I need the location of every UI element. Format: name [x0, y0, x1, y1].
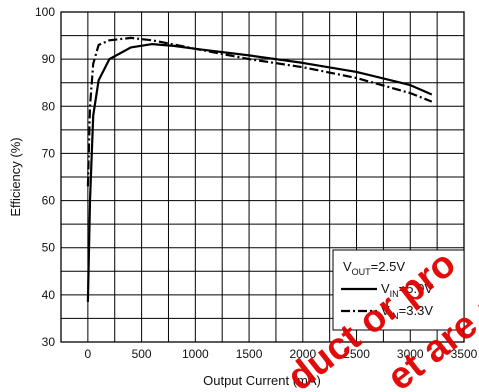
series-line-vin-5v: [86, 43, 433, 302]
x-tick-label: 2000: [289, 347, 316, 361]
legend-label-vin-5v-sub: IN: [390, 289, 399, 299]
y-tick-label: 90: [42, 52, 56, 66]
legend-header-main: V: [343, 259, 352, 274]
legend-label-vin-5v-main: V: [381, 281, 390, 296]
legend-label-vin-5v-rest: =5.0V: [399, 281, 434, 296]
x-tick-label: 1500: [236, 347, 263, 361]
tick-labels: 0 500 1000 1500 2000 2500 3000 3500 30 40 50 60 70 80…: [35, 5, 478, 361]
legend-header-rest: =2.5V: [371, 259, 406, 274]
legend-label-vin-3v3-main: V: [381, 303, 390, 318]
series-line-vin-3v3: [86, 36, 433, 187]
y-tick-label: 60: [42, 194, 56, 208]
legend: VOUT=2.5V VIN=5.0V VIN=3.3V: [332, 249, 465, 331]
y-tick-label: 70: [42, 146, 56, 160]
legend-header-sub: OUT: [352, 267, 372, 277]
legend-header: VOUT=2.5V: [343, 259, 405, 277]
legend-label-vin-3v3: VIN=3.3V: [381, 303, 433, 321]
x-tick-label: 2500: [343, 347, 370, 361]
y-tick-label: 50: [42, 241, 56, 255]
legend-label-vin-3v3-sub: IN: [390, 311, 399, 321]
y-tick-label: 40: [42, 288, 56, 302]
y-axis-title: Efficiency (%): [8, 137, 23, 216]
x-tick-label: 500: [132, 347, 152, 361]
y-tick-label: 80: [42, 99, 56, 113]
y-tick-label: 100: [35, 5, 55, 19]
x-axis-title: Output Current (mA): [203, 373, 321, 388]
series-layer: [86, 36, 433, 302]
x-tick-label: 1000: [182, 347, 209, 361]
x-tick-label: 0: [85, 347, 92, 361]
x-tick-label: 3000: [397, 347, 424, 361]
y-tick-label: 30: [42, 335, 56, 349]
x-tick-label: 3500: [451, 347, 478, 361]
plot-frame: [60, 11, 465, 343]
legend-label-vin-3v3-rest: =3.3V: [399, 303, 434, 318]
legend-label-vin-5v: VIN=5.0V: [381, 281, 433, 299]
